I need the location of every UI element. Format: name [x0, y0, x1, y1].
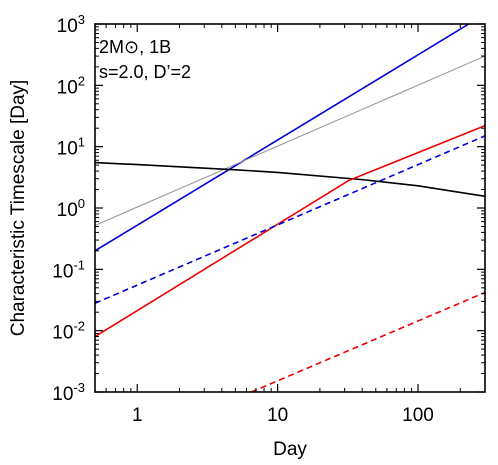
y-tick-label: 100: [57, 196, 85, 221]
series-line-5: [95, 135, 485, 304]
y-axis-label: Characteristic Timescale [Day]: [8, 80, 29, 337]
series-line-2: [95, 55, 485, 226]
x-tick-label: 1: [132, 405, 143, 426]
tick-layer: 1 10 100 10-3 10-2 10-1 100 101 102 103: [52, 12, 485, 426]
series-layer: [95, 24, 485, 392]
series-line-3: [95, 161, 485, 198]
y-tick-label: 101: [57, 135, 85, 160]
annotation-line-1: 2M⊙, 1B: [99, 37, 171, 57]
plot-frame: [94, 23, 486, 393]
series-line-4: [95, 124, 485, 338]
annotation-line-2: s=2.0, D’=2: [99, 62, 191, 82]
y-tick-label: 10-1: [52, 257, 85, 282]
y-tick-label: 10-3: [52, 380, 85, 405]
series-line-6: [251, 291, 485, 392]
x-tick-label: 10: [267, 405, 288, 426]
annotation-layer: 2M⊙, 1B s=2.0, D’=2: [99, 37, 191, 82]
x-axis-label: Day: [273, 439, 307, 460]
x-tick-label: 100: [402, 405, 434, 426]
y-tick-label: 10-2: [52, 319, 85, 344]
y-tick-label: 102: [57, 73, 85, 98]
y-tick-label: 103: [57, 12, 85, 37]
series-line-1: [95, 24, 470, 252]
